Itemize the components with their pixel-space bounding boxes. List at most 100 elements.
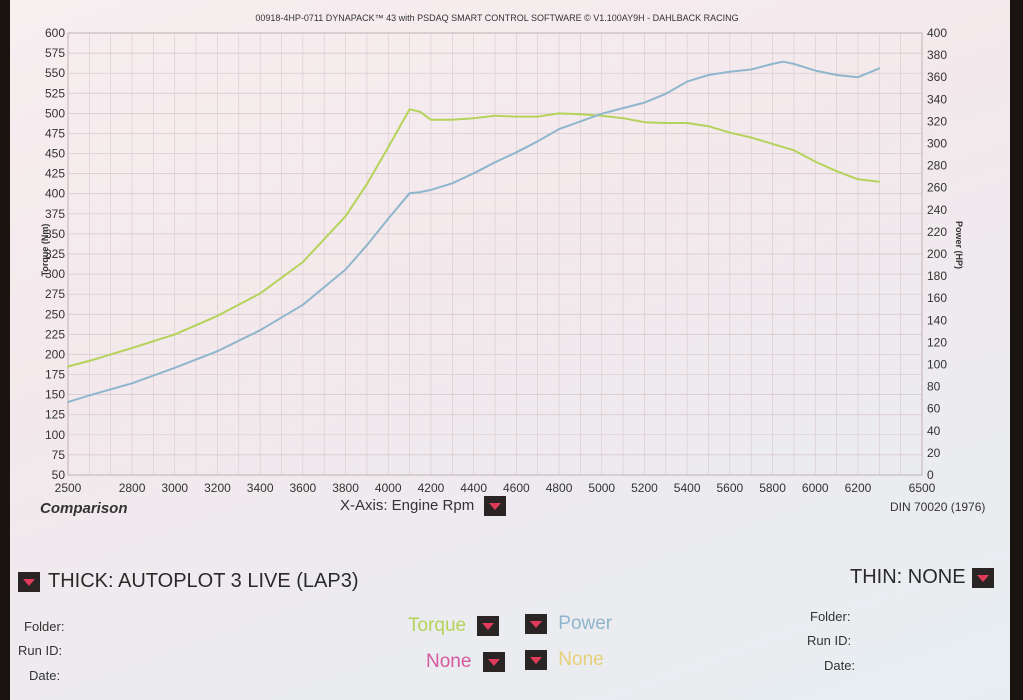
y2-tick-label: 160 xyxy=(927,291,947,305)
y2-tick-label: 60 xyxy=(927,402,941,416)
y2-tick-label: 200 xyxy=(927,247,947,261)
y-tick-label: 175 xyxy=(45,368,65,382)
power-axis-label: Power (HP) xyxy=(954,221,964,269)
x-tick-label: 3400 xyxy=(247,481,274,495)
y-tick-label: 50 xyxy=(52,468,66,482)
x-tick-label: 4200 xyxy=(418,481,445,495)
x-axis-label: X-Axis: Engine Rpm xyxy=(340,496,475,514)
y2-tick-label: 340 xyxy=(927,92,947,106)
y-tick-label: 375 xyxy=(45,207,65,221)
y2-tick-label: 220 xyxy=(927,225,947,239)
thin-dropdown-icon[interactable] xyxy=(971,567,994,588)
y2-tick-label: 380 xyxy=(927,48,947,62)
din-standard: DIN 70020 (1976) xyxy=(890,500,986,514)
x-tick-label: 3200 xyxy=(204,481,231,495)
y-tick-label: 325 xyxy=(45,247,65,261)
dyno-sheet: 00918-4HP-0711 DYNAPACK™ 43 with PSDAQ S… xyxy=(10,0,1010,700)
channel-selector-2[interactable]: Power xyxy=(525,613,612,635)
y-tick-label: 150 xyxy=(45,388,65,402)
y-tick-label: 200 xyxy=(45,347,65,361)
thick-label: THICK: AUTOPLOT 3 LIVE (LAP3) xyxy=(48,570,359,592)
thick-dropdown-icon[interactable] xyxy=(18,571,40,592)
y-tick-label: 600 xyxy=(45,26,65,40)
y2-tick-label: 280 xyxy=(927,159,947,173)
plot-frame xyxy=(67,32,923,476)
x-tick-label: 3600 xyxy=(289,481,316,495)
power-axis-ticks: 0 20 40 60 80 100 120 140 160 180 200 220 240 260 280 3… xyxy=(927,26,947,482)
torque-axis-label: Torque (Nm) xyxy=(40,224,50,277)
y-tick-label: 300 xyxy=(45,267,65,281)
channel-selector-3[interactable]: None xyxy=(426,651,505,673)
none-channel-label-2: None xyxy=(558,649,604,670)
left-run-id-label: Run ID: xyxy=(18,643,63,658)
y2-tick-label: 40 xyxy=(927,424,941,438)
torque-dropdown-icon[interactable] xyxy=(477,615,500,636)
x-tick-label: 5200 xyxy=(631,481,658,495)
x-tick-label: 5400 xyxy=(674,481,701,495)
y-tick-label: 575 xyxy=(45,46,65,60)
x-tick-label: 2800 xyxy=(119,481,146,495)
torque-axis-ticks: 50 75 100 125 150 175 200 225 250 275 300 325 350 375… xyxy=(45,26,65,482)
dyno-chart: 00918-4HP-0711 DYNAPACK™ 43 with PSDAQ S… xyxy=(40,13,964,495)
left-date-label: Date: xyxy=(29,668,61,683)
chart-series xyxy=(67,60,881,404)
y-tick-label: 475 xyxy=(45,126,65,140)
x-tick-label: 2500 xyxy=(55,481,82,495)
y2-tick-label: 260 xyxy=(927,181,947,195)
power-dropdown-icon[interactable] xyxy=(525,613,547,634)
y2-tick-label: 180 xyxy=(927,269,947,283)
left-folder-label: Folder: xyxy=(24,619,65,634)
header-text: 00918-4HP-0711 DYNAPACK™ 43 with PSDAQ S… xyxy=(255,13,738,23)
y-tick-label: 425 xyxy=(45,167,65,181)
x-tick-label: 3000 xyxy=(161,481,188,495)
y-tick-label: 500 xyxy=(45,106,65,120)
channel-selector-1[interactable]: Torque xyxy=(408,615,500,637)
channel-selector-4[interactable]: None xyxy=(525,649,604,671)
y2-tick-label: 140 xyxy=(927,313,947,327)
x-tick-label: 6000 xyxy=(802,481,829,495)
right-run-id-label: Run ID: xyxy=(807,633,852,648)
x-tick-label: 5000 xyxy=(588,481,615,495)
y-tick-label: 350 xyxy=(45,227,65,241)
y-tick-label: 400 xyxy=(45,187,65,201)
y2-tick-label: 400 xyxy=(927,26,947,40)
y2-tick-label: 0 xyxy=(927,468,934,482)
y-tick-label: 75 xyxy=(52,448,66,462)
x-axis-dropdown-icon[interactable] xyxy=(484,496,507,516)
y-tick-label: 525 xyxy=(45,86,65,100)
x-tick-label: 4400 xyxy=(460,481,487,495)
y-tick-label: 550 xyxy=(45,66,65,80)
x-tick-label: 5800 xyxy=(759,481,786,495)
y-tick-label: 225 xyxy=(45,327,65,341)
none2-dropdown-icon[interactable] xyxy=(525,649,547,670)
chart-grid xyxy=(67,32,923,476)
right-date-label: Date: xyxy=(824,658,856,673)
y-tick-label: 450 xyxy=(45,147,65,161)
y2-tick-label: 100 xyxy=(927,358,947,372)
none1-dropdown-icon[interactable] xyxy=(482,651,505,672)
torque-channel-label: Torque xyxy=(408,615,467,636)
y2-tick-label: 120 xyxy=(927,335,947,349)
x-tick-label: 5600 xyxy=(716,481,743,495)
x-tick-label: 4000 xyxy=(375,481,402,495)
y2-tick-label: 360 xyxy=(927,70,947,84)
thin-run-selector[interactable]: THIN: NONE xyxy=(850,566,994,589)
x-tick-label: 6500 xyxy=(909,481,936,495)
rpm-axis-ticks: 2500 2800 3000 3200 3400 3600 3800 4000 4200 4400… xyxy=(55,481,936,495)
x-tick-label: 3800 xyxy=(332,481,359,495)
right-folder-label: Folder: xyxy=(810,609,851,624)
torque-series-line xyxy=(67,108,881,368)
y2-tick-label: 20 xyxy=(927,446,941,460)
y-tick-label: 125 xyxy=(45,408,65,422)
comparison-label: Comparison xyxy=(40,500,128,517)
x-axis-selector[interactable]: X-Axis: Engine Rpm xyxy=(340,496,507,516)
y2-tick-label: 80 xyxy=(927,380,941,394)
x-tick-label: 4600 xyxy=(503,481,530,495)
none-channel-label-1: None xyxy=(426,651,472,672)
y-tick-label: 275 xyxy=(45,287,65,301)
thin-label: THIN: NONE xyxy=(850,566,966,588)
power-series-line xyxy=(67,60,881,404)
thick-run-selector[interactable]: THICK: AUTOPLOT 3 LIVE (LAP3) xyxy=(18,570,358,593)
power-channel-label: Power xyxy=(558,613,613,634)
y2-tick-label: 240 xyxy=(927,203,947,217)
